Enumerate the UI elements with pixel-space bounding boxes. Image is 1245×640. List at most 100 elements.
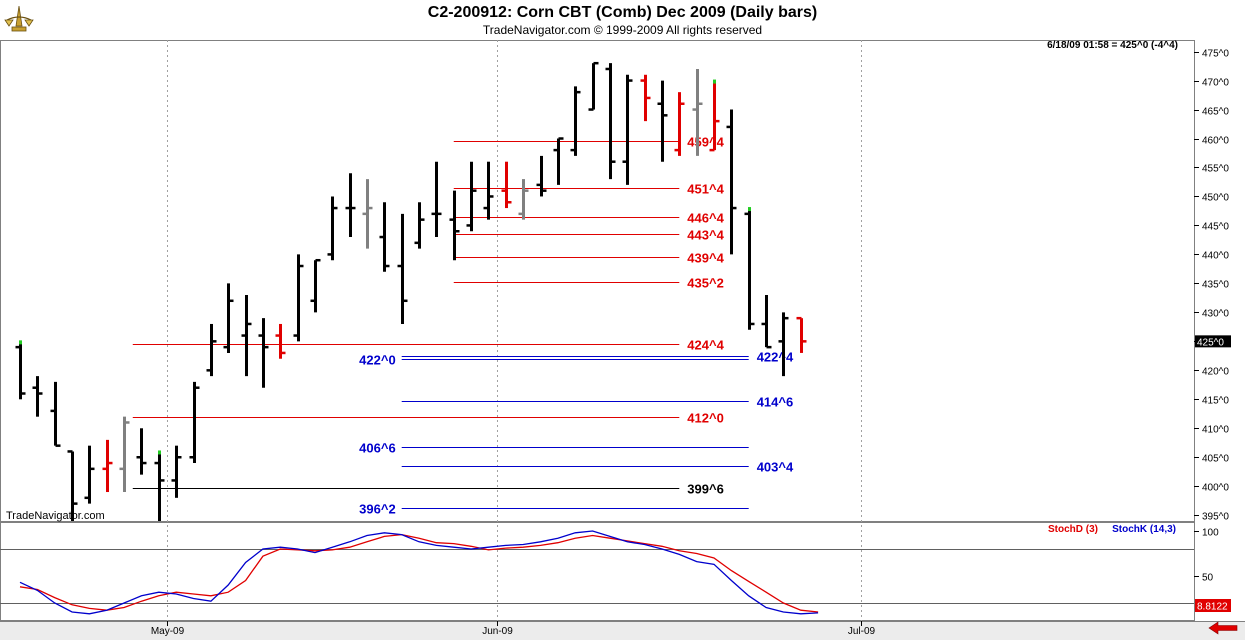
y-tick-label: 420^0 xyxy=(1202,367,1229,378)
ohlc-bar xyxy=(223,283,234,353)
y-tick-label: 430^0 xyxy=(1202,309,1229,320)
ohlc-bar xyxy=(536,155,547,197)
ohlc-bar xyxy=(674,92,685,156)
scroll-back-arrow-icon[interactable] xyxy=(1208,621,1238,635)
level-label: 446^4 xyxy=(687,211,724,226)
level-label: 424^4 xyxy=(687,338,724,353)
y-tick-label: 395^0 xyxy=(1202,512,1229,523)
ohlc-bar xyxy=(431,161,442,238)
ohlc-bar xyxy=(206,323,217,377)
y-tick-label: 455^0 xyxy=(1202,164,1229,175)
ohlc-bar xyxy=(102,439,113,493)
level-label: 422^0 xyxy=(359,353,396,368)
ohlc-bar xyxy=(136,428,147,475)
y-tick-label: 445^0 xyxy=(1202,222,1229,233)
ohlc-bar xyxy=(50,381,61,447)
x-axis-strip xyxy=(0,621,1245,640)
level-label: 412^0 xyxy=(687,411,724,426)
bar-highlight xyxy=(19,340,22,345)
ohlc-bar xyxy=(466,161,477,232)
level-label: 422^4 xyxy=(757,350,794,365)
ohlc-bar xyxy=(692,68,703,156)
x-tick-label: Jul-09 xyxy=(848,626,876,637)
stoch-k-legend: StochK (14,3) xyxy=(1112,524,1176,535)
level-label: 443^4 xyxy=(687,228,724,243)
bar-highlight xyxy=(748,207,751,212)
level-label: 435^2 xyxy=(687,276,724,291)
ohlc-bar xyxy=(518,179,529,220)
stoch-y-tick-label: 100 xyxy=(1202,528,1219,539)
ohlc-bar xyxy=(327,196,338,261)
x-tick-label: Jun-09 xyxy=(482,626,513,637)
y-tick-label: 470^0 xyxy=(1202,78,1229,89)
x-axis: May-09 Jun-09 Jul-09 xyxy=(151,621,876,637)
level-label: 403^4 xyxy=(757,460,794,475)
ohlc-bar xyxy=(640,74,651,122)
ohlc-bar xyxy=(275,323,286,359)
y-tick-label: 475^0 xyxy=(1202,49,1229,60)
level-label: 451^4 xyxy=(687,182,724,197)
ohlc-bar xyxy=(553,137,564,185)
ohlc-bar xyxy=(258,318,269,388)
y-tick-label: 410^0 xyxy=(1202,425,1229,436)
level-label: 396^2 xyxy=(359,502,396,517)
last-price-box xyxy=(1195,335,1231,348)
level-label: 399^6 xyxy=(687,482,724,497)
ohlc-bar xyxy=(778,312,789,377)
ohlc-bar xyxy=(293,254,304,342)
y-tick-label: 435^0 xyxy=(1202,280,1229,291)
ohlc-bar xyxy=(605,63,616,180)
stoch-y-tick-label: 50 xyxy=(1202,573,1214,584)
level-label: 414^6 xyxy=(757,395,794,410)
y-tick-label: 415^0 xyxy=(1202,396,1229,407)
ohlc-bar xyxy=(501,161,512,209)
stochastic-panel: 100 50 8.8122 xyxy=(0,528,1231,615)
level-label: 439^4 xyxy=(687,251,724,266)
stoch-last-value-label: 8.8122 xyxy=(1197,602,1228,613)
y-tick-label: 460^0 xyxy=(1202,136,1229,147)
ohlc-bar xyxy=(32,376,43,417)
ohlc-bar xyxy=(362,179,373,249)
level-label: 459^4 xyxy=(687,135,724,150)
stoch-last-value-box xyxy=(1195,599,1231,612)
stoch-d-legend: StochD (3) xyxy=(1048,524,1098,535)
y-tick-label: 440^0 xyxy=(1202,251,1229,262)
ohlc-bar xyxy=(119,416,130,493)
stoch-k-legend-label: StochK (14,3) xyxy=(1112,524,1176,535)
price-panel-frame xyxy=(0,40,1195,522)
trade-navigator-logo-icon xyxy=(4,5,34,32)
ohlc-bar xyxy=(84,445,95,504)
bar-highlight xyxy=(158,450,161,455)
ohlc-bar xyxy=(345,173,356,238)
stoch-d-line xyxy=(19,533,819,613)
ohlc-bar xyxy=(622,74,633,185)
ohlc-bar xyxy=(67,450,78,521)
stochastic-panel-frame xyxy=(0,522,1195,621)
ohlc-bar xyxy=(15,341,26,400)
chart-header: C2-200912: Corn CBT (Comb) Dec 2009 (Dai… xyxy=(0,0,1245,40)
price-levels: 459^4 451^4 446^4 443^4 439^4 435^2 424^4 422^4… xyxy=(132,135,794,517)
price-bars xyxy=(15,61,807,521)
y-tick-label: 450^0 xyxy=(1202,193,1229,204)
price-y-axis: 475^0 470^0 465^0 460^0 455^0 450^0 445^0 440^0… xyxy=(1194,49,1231,523)
stoch-d-legend-label: StochD (3) xyxy=(1048,524,1098,535)
ohlc-bar xyxy=(189,381,200,464)
ohlc-bar xyxy=(171,445,182,498)
status-readout: 6/18/09 01:58 = 425^0 (-4^4) xyxy=(1047,40,1178,51)
bar-highlight xyxy=(713,79,716,84)
ohlc-bar xyxy=(796,316,807,353)
ohlc-bar xyxy=(570,86,581,156)
ohlc-bar xyxy=(379,202,390,272)
watermark: TradeNavigator.com xyxy=(6,510,105,522)
ohlc-bar xyxy=(657,80,668,162)
ohlc-bar xyxy=(449,190,460,261)
last-price-label: 425^0 xyxy=(1197,337,1224,348)
ohlc-bar xyxy=(310,258,321,313)
ohlc-bar xyxy=(744,208,755,330)
ohlc-bar xyxy=(154,451,165,521)
y-tick-label: 405^0 xyxy=(1202,454,1229,465)
ohlc-bar xyxy=(726,109,737,255)
level-label: 406^6 xyxy=(359,441,396,456)
ohlc-bar xyxy=(241,294,252,377)
